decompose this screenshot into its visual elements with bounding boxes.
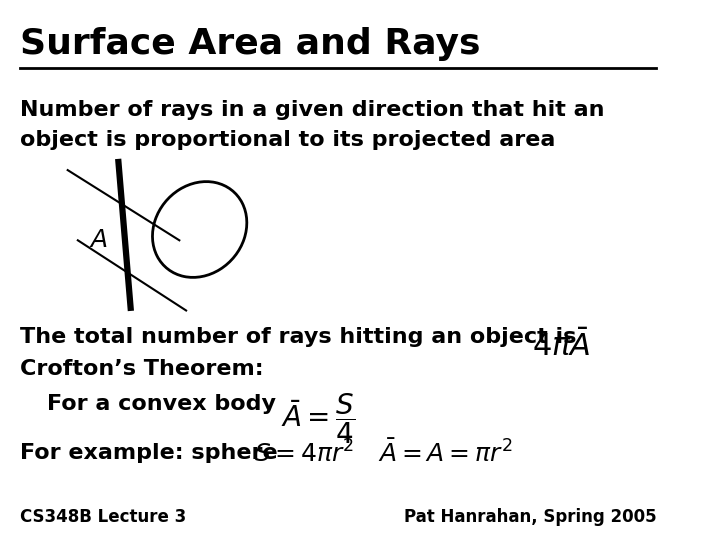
Text: For example: sphere: For example: sphere	[20, 443, 278, 463]
Text: For a convex body: For a convex body	[48, 394, 276, 414]
Text: $\bar{A} = \dfrac{S}{4}$: $\bar{A} = \dfrac{S}{4}$	[281, 392, 355, 446]
Text: Crofton’s Theorem:: Crofton’s Theorem:	[20, 359, 264, 379]
Text: $S = 4\pi r^2 \quad \bar{A} = A = \pi r^2$: $S = 4\pi r^2 \quad \bar{A} = A = \pi r^…	[253, 440, 513, 467]
Text: Number of rays in a given direction that hit an: Number of rays in a given direction that…	[20, 100, 605, 120]
Text: $A$: $A$	[89, 228, 107, 252]
Text: CS348B Lecture 3: CS348B Lecture 3	[20, 509, 186, 526]
Text: $4\pi\bar{A}$: $4\pi\bar{A}$	[533, 329, 591, 362]
Text: Pat Hanrahan, Spring 2005: Pat Hanrahan, Spring 2005	[404, 509, 657, 526]
Text: Surface Area and Rays: Surface Area and Rays	[20, 27, 481, 61]
Text: object is proportional to its projected area: object is proportional to its projected …	[20, 130, 556, 150]
Text: The total number of rays hitting an object is: The total number of rays hitting an obje…	[20, 327, 577, 347]
